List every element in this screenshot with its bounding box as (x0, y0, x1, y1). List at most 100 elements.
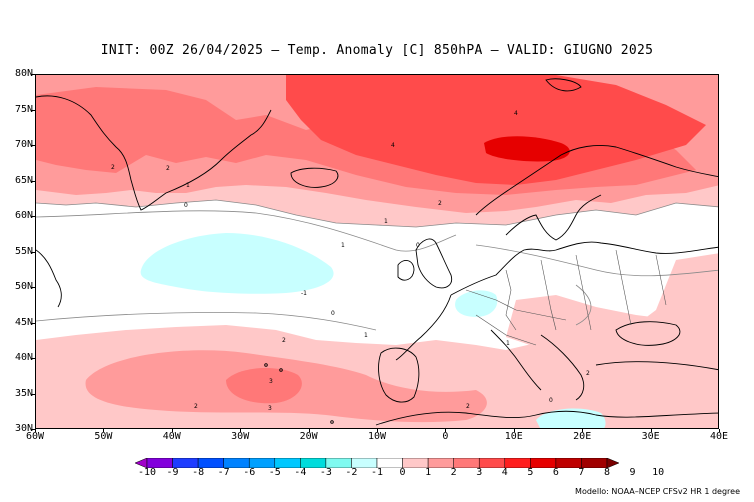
longitude-tick (103, 429, 105, 432)
black-sea-coast (615, 321, 681, 346)
contour-label: 1 (341, 242, 345, 249)
anomaly-area-plus3-greenland (144, 128, 197, 155)
longitude-label: 10E (504, 431, 523, 442)
island-marker (279, 368, 283, 372)
longitude-label: 20W (299, 431, 318, 442)
longitude-tick (582, 429, 584, 432)
latitude-label: 30N (14, 423, 33, 434)
north-africa-coast (375, 410, 718, 426)
italy-coast (490, 329, 542, 391)
longitude-tick (171, 429, 173, 432)
colorbar-label: 8 (603, 467, 611, 478)
contour-label: 1 (364, 332, 368, 339)
anomaly-map: 4 4 2 1 0 1 2 2 0 1 -1 0 1 2 2 3 2 3 0 1 2 (35, 74, 719, 429)
border-line (505, 269, 517, 331)
longitude-tick (240, 429, 242, 432)
latitude-tick (31, 180, 35, 182)
biscay-coast (395, 294, 452, 361)
border-line (475, 314, 537, 346)
colorbar-label: 9 (629, 467, 636, 478)
contour-label: 2 (466, 403, 470, 410)
colorbar-label: 7 (578, 467, 585, 478)
colorbar-label: 6 (552, 467, 559, 478)
contour-label: -1 (301, 290, 307, 297)
latitude-label: 75N (14, 103, 33, 115)
border-line (615, 249, 632, 326)
island-marker (264, 363, 268, 367)
longitude-tick (445, 429, 447, 432)
anomaly-area-plus4-north (286, 75, 706, 185)
map-title: INIT: 00Z 26/04/2025 – Temp. Anomaly [C]… (100, 43, 654, 58)
colorbar-label: -9 (166, 467, 179, 478)
contour-label: 3 (268, 405, 272, 412)
latitude-tick (31, 109, 35, 111)
britain-coast (415, 238, 453, 289)
contour-label: 2 (438, 200, 442, 207)
latitude-label: 65N (14, 174, 33, 186)
latitude-tick (31, 358, 35, 359)
longitude-label: 50W (94, 431, 113, 442)
contour-zero-south (36, 312, 377, 331)
latitude-tick (31, 251, 35, 253)
longitude-tick (513, 429, 515, 432)
border-line (575, 254, 592, 331)
latitude-label: 60N (14, 210, 33, 221)
contour-label: 4 (391, 142, 395, 149)
longitude-label: 0 (442, 431, 449, 442)
colorbar-label: 4 (501, 467, 508, 478)
contour-plus1-north (36, 199, 718, 228)
iceland-coast (290, 167, 339, 188)
country-borders (465, 249, 667, 346)
latitude-tick (31, 287, 35, 288)
greenland-coast (36, 95, 272, 211)
anomaly-map-svg: 4 4 2 1 0 1 2 2 0 1 -1 0 1 2 2 3 2 3 0 1 2 (36, 75, 718, 428)
latitude-tick (31, 322, 35, 324)
longitude-tick (308, 429, 310, 432)
longitude-label: 30W (231, 431, 250, 442)
colorbar-label: -3 (319, 467, 332, 478)
colorbar-label: 1 (425, 467, 432, 478)
turkey-coast (595, 361, 718, 371)
contour-label: 2 (586, 370, 590, 377)
anomaly-area-minus1-alps (455, 290, 498, 317)
anomaly-fields (36, 75, 718, 428)
contour-label: 0 (184, 202, 188, 209)
anomaly-area-plus1-balkans (506, 295, 718, 355)
contour-label: 2 (111, 164, 115, 171)
colorbar-label: -2 (345, 467, 358, 478)
latitude-label: 45N (14, 316, 33, 328)
colorbar-label: 2 (450, 467, 457, 478)
longitude-label: 40W (162, 431, 181, 442)
model-credit: Modello: NOAA–NCEP CFSv2 HR 1 degree (575, 487, 740, 496)
svalbard-coast (545, 78, 582, 92)
longitude-tick (719, 429, 720, 432)
colorbar-label: 0 (399, 467, 406, 478)
latitude-label: 35N (14, 387, 33, 399)
latitude-label: 50N (14, 281, 33, 292)
latitude-tick (31, 216, 35, 217)
longitude-tick (35, 429, 36, 432)
longitude-label: 20E (573, 431, 592, 442)
border-line (540, 259, 557, 331)
contour-label: 1 (506, 340, 510, 347)
longitude-tick (377, 429, 378, 432)
colorbar-label: -1 (370, 467, 384, 478)
colorbar-label: -4 (294, 467, 307, 478)
longitude-label: 30E (641, 431, 660, 442)
colorbar-extend-high (606, 458, 619, 468)
longitude-label: 40E (709, 431, 729, 442)
border-line (465, 289, 567, 321)
contour-label: 2 (194, 403, 198, 410)
contour-label: 2 (282, 337, 286, 344)
contour-label: 2 (166, 165, 170, 172)
colorbar (135, 458, 619, 468)
contour-label: 0 (549, 397, 553, 404)
labrador-coast (36, 249, 62, 308)
contour-lines (36, 199, 718, 331)
coastlines (36, 78, 718, 426)
anomaly-area-minus1-atlantic (140, 233, 334, 294)
latitude-label: 55N (14, 245, 33, 257)
colorbar-label: -8 (192, 467, 205, 478)
balkan-coast (540, 334, 585, 401)
north-europe-coast (450, 241, 718, 296)
